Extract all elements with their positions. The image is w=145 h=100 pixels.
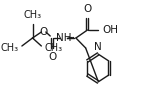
Text: N: N — [94, 42, 102, 52]
Text: OH: OH — [103, 25, 118, 35]
Text: O: O — [39, 27, 47, 37]
Text: O: O — [48, 52, 56, 62]
Text: CH₃: CH₃ — [0, 43, 18, 53]
Text: CH₃: CH₃ — [45, 43, 63, 53]
Text: NH: NH — [56, 33, 71, 43]
Text: CH₃: CH₃ — [23, 10, 42, 20]
Text: O: O — [83, 4, 91, 14]
